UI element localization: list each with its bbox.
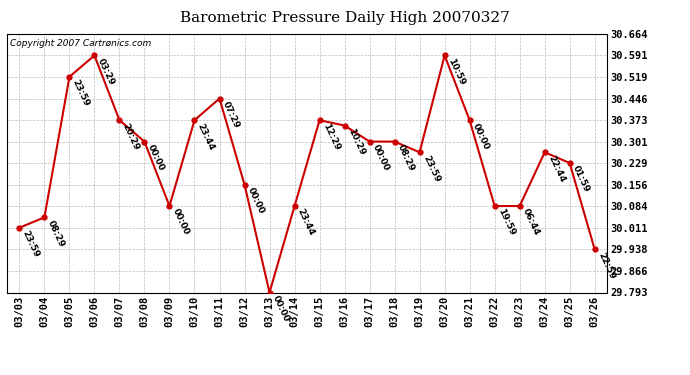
Text: 23:59: 23:59: [421, 154, 442, 183]
Text: 07:29: 07:29: [221, 100, 242, 130]
Text: 10:29: 10:29: [346, 127, 366, 157]
Text: Barometric Pressure Daily High 20070327: Barometric Pressure Daily High 20070327: [180, 11, 510, 25]
Text: 12:29: 12:29: [321, 122, 342, 152]
Text: 00:00: 00:00: [146, 143, 166, 172]
Text: Copyright 2007 Cartrønics.com: Copyright 2007 Cartrønics.com: [10, 39, 151, 48]
Text: 00:00: 00:00: [471, 122, 491, 151]
Text: 23:44: 23:44: [196, 122, 216, 152]
Text: 08:29: 08:29: [396, 143, 416, 173]
Text: 01:59: 01:59: [571, 164, 591, 194]
Text: 10:59: 10:59: [446, 57, 466, 87]
Text: 00:00: 00:00: [271, 294, 291, 323]
Text: 08:29: 08:29: [46, 219, 66, 249]
Text: 00:00: 00:00: [371, 143, 391, 172]
Text: 00:00: 00:00: [246, 186, 266, 215]
Text: 19:59: 19:59: [496, 207, 516, 237]
Text: 22:59: 22:59: [596, 251, 616, 280]
Text: 20:29: 20:29: [121, 122, 141, 152]
Text: 23:59: 23:59: [21, 229, 41, 259]
Text: 06:44: 06:44: [521, 207, 542, 237]
Text: 00:00: 00:00: [171, 207, 191, 237]
Text: 22:44: 22:44: [546, 154, 566, 184]
Text: 03:29: 03:29: [96, 57, 116, 87]
Text: 23:44: 23:44: [296, 207, 316, 237]
Text: 23:59: 23:59: [71, 78, 91, 108]
